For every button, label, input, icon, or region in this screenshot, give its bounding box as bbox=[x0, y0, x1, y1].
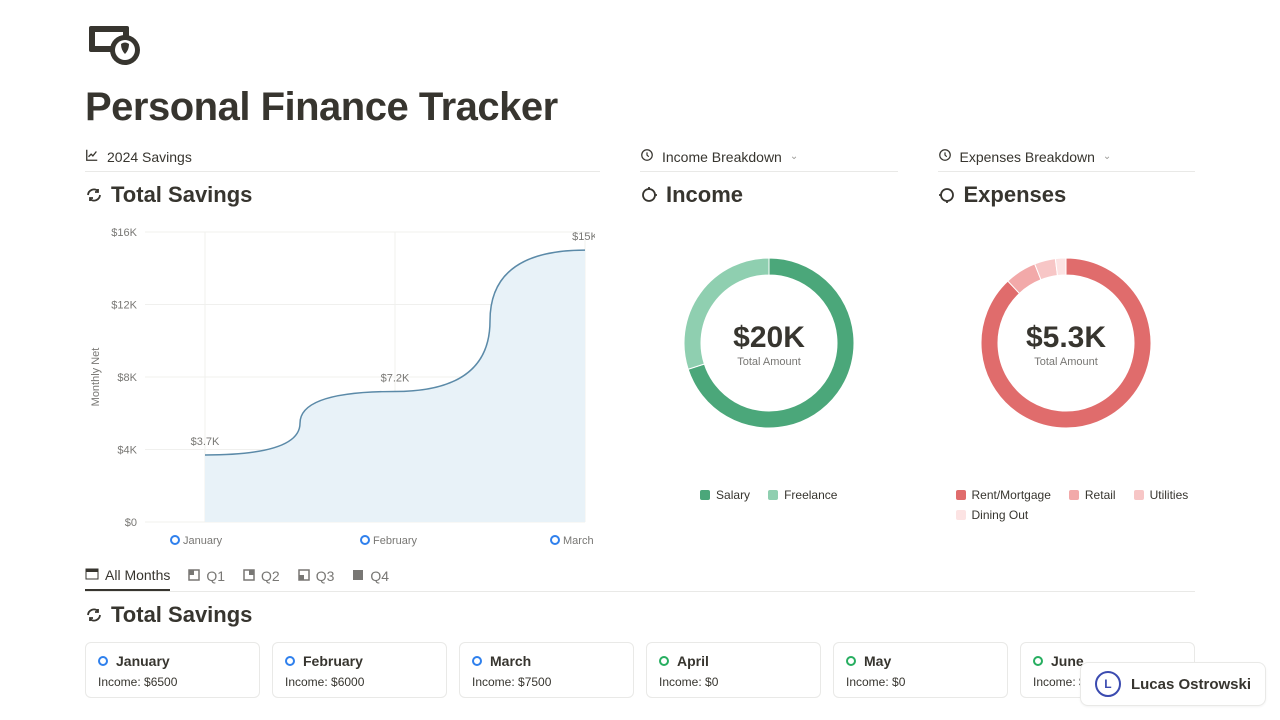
svg-text:$3.7K: $3.7K bbox=[191, 436, 220, 448]
card-income: Income: $0 bbox=[659, 675, 808, 689]
svg-text:$5.3K: $5.3K bbox=[1026, 321, 1106, 354]
chart-icon bbox=[85, 148, 99, 165]
legend-item: Rent/Mortgage bbox=[956, 488, 1051, 502]
clock-icon bbox=[640, 148, 654, 165]
expenses-title: Expenses bbox=[964, 182, 1067, 208]
tab-q4[interactable]: Q4 bbox=[352, 562, 389, 590]
expenses-view-tab[interactable]: Expenses Breakdown ⌄ bbox=[938, 148, 1196, 172]
income-view-tab[interactable]: Income Breakdown ⌄ bbox=[640, 148, 898, 172]
page-title: Personal Finance Tracker bbox=[85, 85, 1195, 130]
month-card[interactable]: March Income: $7500 bbox=[459, 642, 634, 698]
refresh-icon bbox=[85, 186, 103, 204]
tab-icon bbox=[243, 568, 255, 584]
svg-text:$15K: $15K bbox=[572, 231, 595, 243]
income-icon bbox=[640, 186, 658, 204]
card-month: April bbox=[677, 653, 709, 669]
tab-q1[interactable]: Q1 bbox=[188, 562, 225, 590]
chevron-down-icon: ⌄ bbox=[1103, 151, 1111, 162]
expenses-icon bbox=[938, 186, 956, 204]
month-card[interactable]: April Income: $0 bbox=[646, 642, 821, 698]
svg-text:$8K: $8K bbox=[117, 372, 137, 384]
income-donut-chart: $20K Total Amount bbox=[674, 248, 864, 438]
card-income: Income: $0 bbox=[846, 675, 995, 689]
svg-text:Monthly Net: Monthly Net bbox=[90, 348, 102, 407]
clock-icon bbox=[938, 148, 952, 165]
svg-text:February: February bbox=[373, 535, 418, 547]
income-title: Income bbox=[666, 182, 743, 208]
tab-q2[interactable]: Q2 bbox=[243, 562, 280, 590]
svg-text:$12K: $12K bbox=[111, 300, 137, 312]
legend-item: Retail bbox=[1069, 488, 1116, 502]
tab-all months[interactable]: All Months bbox=[85, 560, 170, 591]
refresh-icon bbox=[85, 606, 103, 624]
savings-tab-label: 2024 Savings bbox=[107, 149, 192, 165]
svg-text:$7.2K: $7.2K bbox=[381, 373, 410, 385]
savings-area-chart: $0 $4K $8K $12K $16K Monthly Net $3.7K $7.2K $15… bbox=[85, 222, 595, 552]
card-income: Income: $6000 bbox=[285, 675, 434, 689]
savings-view-tab[interactable]: 2024 Savings bbox=[85, 148, 600, 172]
legend-item: Freelance bbox=[768, 488, 837, 502]
svg-text:March: March bbox=[563, 535, 594, 547]
card-month: March bbox=[490, 653, 531, 669]
month-card[interactable]: February Income: $6000 bbox=[272, 642, 447, 698]
income-tab-label: Income Breakdown bbox=[662, 149, 782, 165]
svg-text:$16K: $16K bbox=[111, 227, 137, 239]
expenses-donut-chart: $5.3K Total Amount bbox=[971, 248, 1161, 438]
card-income: Income: $6500 bbox=[98, 675, 247, 689]
quarter-tabs: All Months Q1 Q2 Q3 Q4 bbox=[85, 560, 1195, 592]
tab-icon bbox=[298, 568, 310, 584]
svg-text:$4K: $4K bbox=[117, 445, 137, 457]
expenses-legend: Rent/Mortgage Retail Utilities Dining Out bbox=[938, 488, 1196, 522]
bottom-title: Total Savings bbox=[111, 602, 252, 628]
svg-text:$0: $0 bbox=[125, 517, 137, 529]
month-cards-row: January Income: $6500 February Income: $… bbox=[85, 642, 1195, 698]
card-income: Income: $7500 bbox=[472, 675, 621, 689]
tab-icon bbox=[85, 566, 99, 583]
card-month: February bbox=[303, 653, 363, 669]
legend-item: Dining Out bbox=[956, 508, 1029, 522]
card-month: January bbox=[116, 653, 170, 669]
month-card[interactable]: January Income: $6500 bbox=[85, 642, 260, 698]
card-month: May bbox=[864, 653, 891, 669]
svg-text:$20K: $20K bbox=[733, 321, 805, 354]
legend-item: Utilities bbox=[1134, 488, 1189, 502]
income-legend: Salary Freelance bbox=[700, 488, 837, 502]
card-month: June bbox=[1051, 653, 1084, 669]
user-avatar: L bbox=[1095, 671, 1121, 697]
chevron-down-icon: ⌄ bbox=[790, 151, 798, 162]
expenses-tab-label: Expenses Breakdown bbox=[960, 149, 1095, 165]
month-card[interactable]: May Income: $0 bbox=[833, 642, 1008, 698]
app-logo bbox=[85, 20, 1195, 73]
tab-q3[interactable]: Q3 bbox=[298, 562, 335, 590]
svg-text:Total Amount: Total Amount bbox=[737, 356, 801, 368]
svg-text:January: January bbox=[183, 535, 223, 547]
svg-text:Total Amount: Total Amount bbox=[1034, 356, 1098, 368]
user-badge[interactable]: L Lucas Ostrowski bbox=[1080, 662, 1266, 706]
savings-title: Total Savings bbox=[111, 182, 252, 208]
user-name: Lucas Ostrowski bbox=[1131, 676, 1251, 693]
tab-icon bbox=[188, 568, 200, 584]
tab-icon bbox=[352, 568, 364, 584]
legend-item: Salary bbox=[700, 488, 750, 502]
